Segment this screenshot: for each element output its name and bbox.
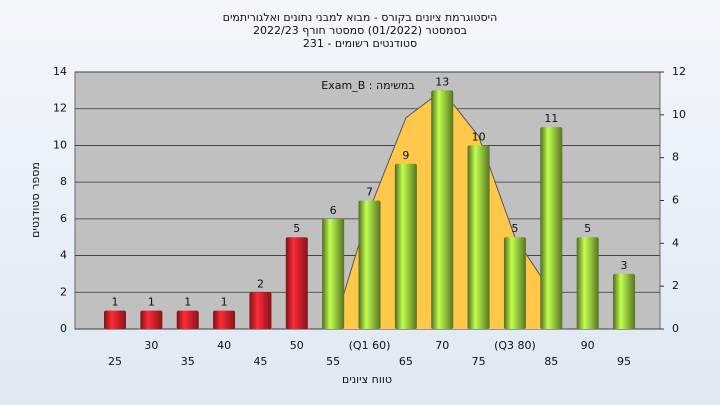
data-label: 5 (511, 222, 518, 235)
y2-tick-label: 8 (672, 151, 679, 164)
title-line: היסטוגרמת ציונים בקורס - מבוא למבני נתונ… (223, 11, 498, 24)
bar (503, 237, 526, 329)
x-tick-label: 65 (399, 355, 413, 368)
y2-tick-label: 6 (672, 194, 679, 207)
x-tick-label: 90 (581, 339, 595, 352)
annotation: Exam_B : במשימה (321, 79, 414, 92)
x-tick-label: 75 (472, 355, 486, 368)
data-label: 9 (402, 149, 409, 162)
y2-tick-label: 4 (672, 236, 679, 249)
y-axis-label: מספר סטודנטים (29, 162, 42, 238)
x-tick-label: 25 (108, 355, 122, 368)
y2-tick-label: 12 (672, 65, 686, 78)
bar (322, 218, 345, 329)
data-label: 1 (184, 296, 191, 309)
y-tick-label: 12 (53, 102, 67, 115)
data-label: 10 (472, 130, 486, 143)
data-label: 11 (544, 112, 558, 125)
y2-tick-label: 10 (672, 108, 686, 121)
data-label: 1 (148, 296, 155, 309)
title-line: בסמסטר (01/2022) סמסטר חורף 2022/23 (253, 24, 467, 37)
bar (540, 127, 563, 329)
data-label: 7 (366, 186, 373, 199)
data-label: 5 (293, 222, 300, 235)
x-tick-label: 35 (181, 355, 195, 368)
x-tick-label: 85 (544, 355, 558, 368)
data-label: 1 (221, 296, 228, 309)
x-tick-label: 45 (253, 355, 267, 368)
y-tick-label: 6 (60, 212, 67, 225)
x-tick-label: (Q3 80) (494, 339, 536, 352)
data-label: 5 (584, 222, 591, 235)
bar (176, 310, 199, 329)
x-tick-label: 55 (326, 355, 340, 368)
x-tick-label: (Q1 60) (349, 339, 391, 352)
data-label: 6 (330, 204, 337, 217)
y-tick-label: 8 (60, 175, 67, 188)
bar (285, 237, 308, 329)
bar (467, 145, 490, 329)
bar (576, 237, 599, 329)
title-line: סטודנטים רשומים - 231 (303, 37, 417, 50)
data-label: 2 (257, 277, 264, 290)
data-label: 1 (112, 296, 119, 309)
x-tick-label: 95 (617, 355, 631, 368)
x-tick-label: 50 (290, 339, 304, 352)
x-tick-label: 40 (217, 339, 231, 352)
bar (431, 90, 454, 329)
y2-tick-label: 2 (672, 279, 679, 292)
y-tick-label: 2 (60, 285, 67, 298)
y-tick-label: 0 (60, 322, 67, 335)
bar (213, 310, 236, 329)
y-tick-label: 10 (53, 138, 67, 151)
y-tick-label: 4 (60, 249, 67, 262)
bar (140, 310, 163, 329)
bar (249, 292, 272, 329)
bar (394, 163, 417, 329)
y2-tick-label: 0 (672, 322, 679, 335)
x-axis-label: טווח ציונים (342, 373, 392, 386)
bar (358, 200, 381, 329)
bar (613, 273, 636, 329)
x-tick-label: 30 (144, 339, 158, 352)
x-tick-label: 70 (435, 339, 449, 352)
bar (104, 310, 126, 329)
data-label: 13 (435, 75, 449, 88)
data-label: 3 (621, 259, 628, 272)
y-tick-label: 14 (53, 65, 67, 78)
